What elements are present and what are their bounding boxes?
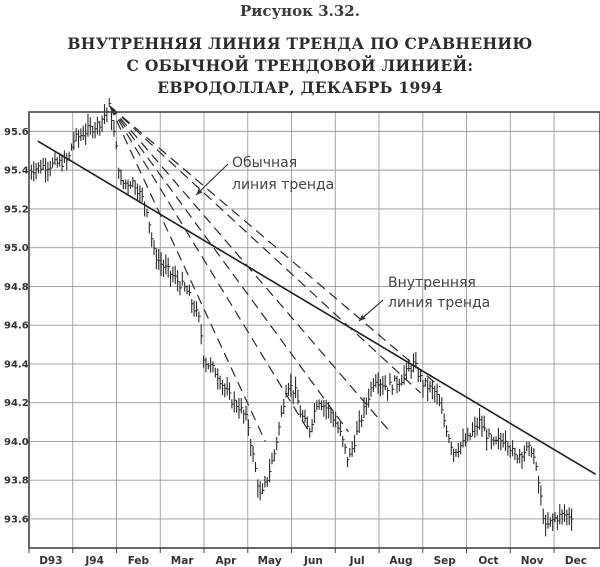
internal-trendline: [109, 105, 422, 394]
vertical-gridlines: [72, 112, 555, 548]
horizontal-gridlines: [29, 130, 600, 520]
x-tick-label: D93: [39, 555, 62, 567]
internal-trendline: [109, 105, 441, 388]
price-bars: [28, 98, 574, 537]
internal-trendline: [109, 105, 266, 442]
y-tick-label: 94.0: [4, 437, 29, 448]
annotation-normal-line-1: Обычная: [232, 155, 297, 171]
normal-trendline: [37, 140, 597, 476]
y-tick-label: 94.8: [4, 282, 29, 293]
chart-title-line-3: ЕВРОДОЛЛАР, ДЕКАБРЬ 1994: [157, 78, 443, 97]
x-tick-label: Oct: [478, 555, 498, 567]
chart-title-line-2: С ОБЫЧНОЙ ТРЕНДОВОЙ ЛИНИЕЙ:: [126, 56, 474, 75]
x-tick-label: Dec: [565, 555, 587, 567]
x-tick-label: Nov: [521, 555, 544, 567]
y-tick-label: 95.6: [4, 127, 29, 138]
internal-trendline: [109, 105, 349, 433]
x-tick-label: Apr: [215, 555, 237, 567]
x-tick-label: Aug: [389, 555, 412, 567]
x-tick-label: May: [258, 555, 282, 567]
y-tick-label: 94.6: [4, 321, 29, 332]
plot-frame: [28, 111, 600, 549]
y-tick-label: 93.6: [4, 514, 29, 525]
annotation-normal-line-2: линия тренда: [232, 177, 334, 193]
annotation-internal-line-2: линия тренда: [388, 295, 490, 311]
x-tick-label: Jun: [303, 555, 323, 567]
internal-trendline: [109, 105, 391, 433]
arrow-normal-line-head: [196, 188, 203, 195]
y-tick-label: 95.4: [4, 166, 29, 177]
y-axis-ticks: 95.6 95.4 95.2 95.0 94.8 94.6 94.4 94.2 94.0 93.8…: [4, 127, 29, 526]
y-tick-label: 95.2: [4, 204, 29, 215]
x-tick-label: Feb: [128, 555, 150, 567]
y-tick-label: 95.0: [4, 243, 29, 254]
figure-label: Рисунок 3.32.: [240, 2, 360, 20]
y-tick-label: 94.2: [4, 398, 29, 409]
annotation-internal-line-1: Внутренняя: [388, 275, 476, 291]
x-tick-label: J94: [84, 555, 104, 567]
y-tick-label: 93.8: [4, 476, 29, 487]
arrow-normal-line: [195, 163, 229, 196]
x-tick-label: Mar: [171, 555, 195, 567]
annotation-arrows: [195, 163, 384, 322]
trendlines: [37, 105, 597, 476]
x-tick-label: Sep: [434, 555, 457, 567]
arrow-internal-line-head: [359, 314, 366, 321]
x-tick-label: Jul: [349, 555, 365, 567]
chart-title-line-1: ВНУТРЕННЯЯ ЛИНИЯ ТРЕНДА ПО СРАВНЕНИЮ: [67, 34, 533, 53]
y-tick-label: 94.4: [4, 359, 29, 370]
x-axis-ticks: D93 J94 Feb Mar Apr May Jun Jul Aug Sep Oct Nov Dec: [28, 548, 587, 567]
